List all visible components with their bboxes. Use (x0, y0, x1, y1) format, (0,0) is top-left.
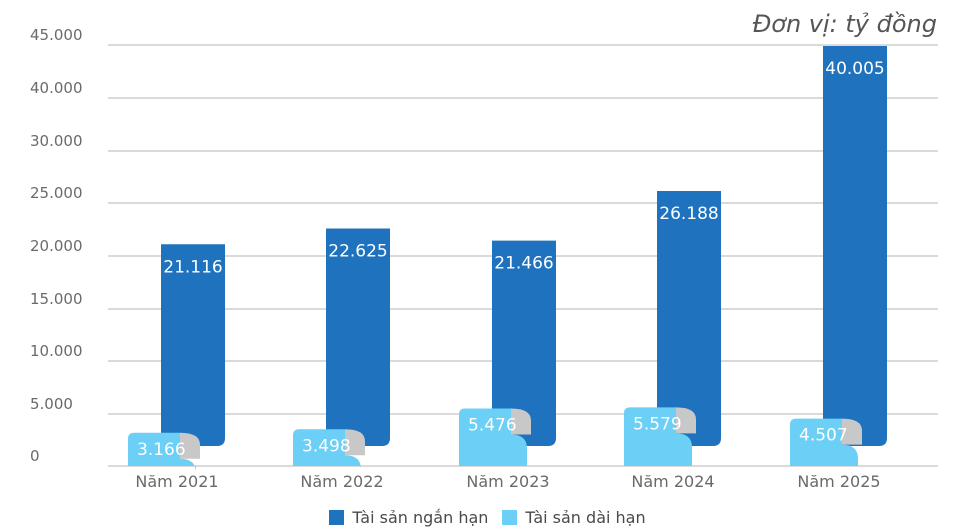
bar-value-label: 3.498 (302, 436, 351, 456)
y-tick-label: 20.000 (30, 237, 83, 255)
bar-value-label: 3.166 (137, 440, 186, 460)
x-tick-label: Năm 2025 (797, 472, 880, 491)
bar-value-label: 26.188 (659, 204, 718, 224)
x-tick-label: Năm 2023 (466, 472, 549, 491)
y-tick-label: 5.000 (30, 395, 73, 413)
bar-value-label: 5.579 (633, 414, 682, 434)
bar-short-term (492, 240, 556, 446)
bar-curl (511, 408, 531, 435)
legend-item-short-term: Tài sản ngắn hạn (329, 508, 488, 527)
bar-short-term (823, 45, 887, 446)
bar-long-term (624, 407, 692, 466)
bar-short-term (161, 244, 225, 446)
legend-swatch-short-term (329, 510, 345, 525)
bar-curl (180, 432, 200, 459)
y-tick-label: 0 (30, 447, 40, 465)
bar-short-term (326, 228, 390, 446)
bar-long-term (790, 418, 858, 466)
y-tick-label: 25.000 (30, 184, 83, 202)
bar-value-label: 4.507 (799, 426, 848, 446)
bar-value-label: 22.625 (328, 241, 387, 261)
y-tick-label: 40.000 (30, 79, 83, 97)
unit-label: Đơn vị: tỷ đồng (752, 10, 937, 38)
y-tick-label: 30.000 (30, 132, 83, 150)
bar-value-label: 5.476 (468, 416, 517, 436)
x-tick-label: Năm 2021 (135, 472, 218, 491)
legend-label-long-term: Tài sản dài hạn (525, 508, 646, 527)
legend: Tài sản ngắn hạn Tài sản dài hạn (0, 508, 975, 527)
bar-long-term (293, 429, 361, 470)
bar-value-label: 21.466 (494, 254, 553, 274)
bar-chart: 0 5.000 10.000 15.000 20.000 25.000 30.000 40.0… (30, 26, 938, 491)
legend-swatch-long-term (502, 510, 518, 525)
bar-short-term (657, 191, 721, 446)
bar-curl (676, 407, 696, 434)
y-tick-label: 15.000 (30, 290, 83, 308)
legend-label-short-term: Tài sản ngắn hạn (352, 508, 489, 527)
bar-value-label: 40.005 (825, 59, 884, 79)
y-tick-label: 10.000 (30, 342, 83, 360)
bar-long-term (128, 432, 196, 473)
bar-value-label: 21.116 (163, 257, 222, 277)
x-tick-label: Năm 2024 (631, 472, 714, 491)
legend-item-long-term: Tài sản dài hạn (502, 508, 646, 527)
y-tick-label: 45.000 (30, 26, 83, 44)
bar-long-term (459, 408, 527, 466)
bar-curl (842, 418, 862, 445)
bar-curl (345, 429, 365, 456)
x-tick-label: Năm 2022 (300, 472, 383, 491)
